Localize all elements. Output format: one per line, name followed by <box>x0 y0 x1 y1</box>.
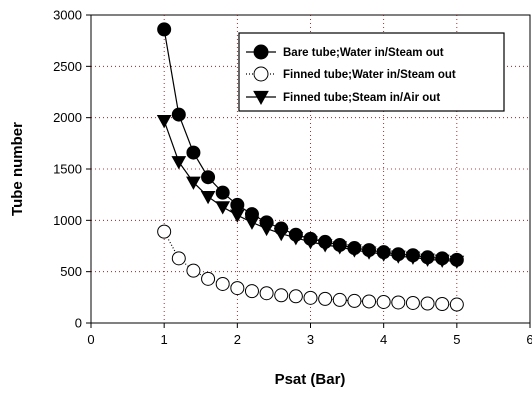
grid <box>91 15 530 323</box>
series-2-point <box>405 295 420 310</box>
series-2-point <box>230 281 245 296</box>
series-1-point <box>230 197 245 212</box>
series-3-point <box>390 250 406 264</box>
series-1-point <box>215 185 230 200</box>
series-2-point <box>303 290 318 305</box>
series-3-point <box>303 236 318 250</box>
series-2-point <box>288 289 303 304</box>
series-2-point <box>376 294 391 309</box>
series-3-point <box>361 246 377 260</box>
legend-marker-3 <box>253 90 269 106</box>
legend-marker-2 <box>253 66 269 82</box>
x-tick-label: 3 <box>307 332 314 347</box>
x-tick-label: 6 <box>526 332 532 347</box>
x-tick-label: 2 <box>234 332 241 347</box>
series-2-point <box>420 296 435 311</box>
series-3-point <box>317 239 333 253</box>
series-2-point <box>449 297 464 312</box>
series-layer <box>156 22 465 312</box>
x-tick-label: 0 <box>87 332 94 347</box>
y-tick-label: 2500 <box>53 59 82 74</box>
series-2-point <box>347 293 362 308</box>
series-3-point <box>434 254 450 268</box>
series-3-point <box>376 248 392 262</box>
series-2-point <box>435 297 450 312</box>
series-2-point <box>391 295 406 310</box>
series-2-point <box>186 263 201 278</box>
x-axis-title: Psat (Bar) <box>275 371 346 388</box>
series-2-point <box>318 291 333 306</box>
axes: 0 500 1000 1500 2000 2500 3000 0 1 2 3 4 5 6 <box>53 8 532 348</box>
y-tick-label: 1500 <box>53 162 82 177</box>
x-tick-label: 5 <box>453 332 460 347</box>
series-1-point <box>186 145 201 160</box>
y-tick-label: 1000 <box>53 213 82 228</box>
series-3-point <box>405 251 421 265</box>
y-tick-label: 500 <box>60 264 82 279</box>
legend-label-2: Finned tube;Water in/Steam out <box>283 69 456 81</box>
series-1-point <box>201 170 216 185</box>
y-tick-label: 0 <box>75 316 82 331</box>
series-3-point <box>332 241 348 255</box>
series-2-point <box>244 284 259 299</box>
series-3-point <box>288 232 304 246</box>
series-2-point <box>274 288 289 303</box>
y-tick-label: 3000 <box>53 8 82 23</box>
x-tick-label: 4 <box>380 332 387 347</box>
legend-box <box>238 32 505 112</box>
series-3-point <box>273 227 289 242</box>
y-axis-title: Tube number <box>9 122 26 216</box>
series-1-point <box>171 107 186 122</box>
series-3-point <box>171 156 187 170</box>
series-2-point <box>362 294 377 309</box>
series-3-point <box>449 255 465 269</box>
series-1-point <box>157 22 172 37</box>
series-3-point <box>186 176 201 190</box>
series-2-point <box>157 224 172 239</box>
series-2-point <box>201 271 216 286</box>
y-tick-label: 2000 <box>53 110 82 125</box>
series-3-point <box>259 222 274 237</box>
x-tick-label: 1 <box>161 332 168 347</box>
series-3-point <box>229 209 245 223</box>
series-2-point <box>259 286 274 301</box>
legend-marker-1 <box>253 44 269 60</box>
legend: Bare tube;Water in/Steam out Finned tube;… <box>238 32 505 112</box>
series-3-point <box>347 244 362 258</box>
series-3-point <box>156 115 172 129</box>
series-2-point <box>215 276 230 291</box>
series-3-point <box>200 191 216 205</box>
series-3-point <box>420 253 435 267</box>
legend-label-3: Finned tube;Steam in/Air out <box>283 92 440 104</box>
legend-label-1: Bare tube;Water in/Steam out <box>283 47 444 59</box>
series-2-point <box>171 251 186 266</box>
series-3-point <box>215 201 231 215</box>
series-2-point <box>332 292 347 307</box>
series-3-point <box>244 216 260 230</box>
